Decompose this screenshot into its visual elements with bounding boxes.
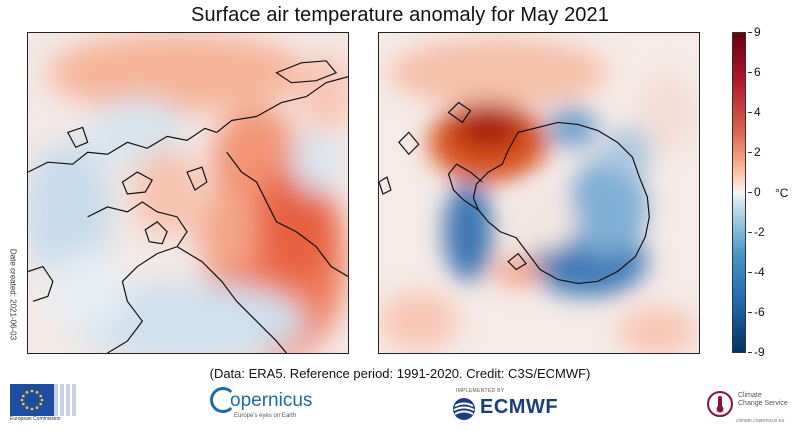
date-created-note: Date created: 2021-06-03: [8, 248, 18, 341]
arctic-anomaly-map: [27, 32, 349, 354]
colorbar-tick: [748, 32, 752, 33]
eu-flag-icon: [10, 384, 54, 416]
copernicus-tagline: Europe's eyes on Earth: [234, 413, 297, 419]
colorbar-tick: [748, 152, 752, 153]
colorbar-tick: [748, 112, 752, 113]
colorbar-tick-label: -9: [754, 345, 765, 359]
colorbar-tick-label: -2: [754, 225, 765, 239]
european-commission-logo: European Commission: [10, 384, 78, 428]
colorbar: [732, 32, 746, 353]
colorbar-tick: [748, 312, 752, 313]
colorbar-tick: [748, 72, 752, 73]
antarctic-anomaly-map: [378, 32, 700, 354]
copernicus-c-icon: [210, 387, 236, 413]
ecmwf-logo: IMPLEMENTED BY ECMWF: [452, 388, 582, 428]
ecmwf-globe-icon: [453, 398, 475, 420]
c3s-logo: Climate Change Service climate.copernicu…: [706, 388, 798, 430]
eu-logo-text: European Commission: [10, 416, 61, 422]
colorbar-tick: [748, 192, 752, 193]
colorbar-tick-label: -6: [754, 305, 765, 319]
colorbar-tick-label: -4: [754, 265, 765, 279]
colorbar-tick-label: 2: [754, 145, 761, 159]
copernicus-name: opernicus: [230, 390, 313, 411]
eu-building-icon: [54, 384, 76, 416]
colorbar-tick-label: 6: [754, 65, 761, 79]
colorbar-tick: [748, 232, 752, 233]
colorbar-tick-label: 4: [754, 105, 761, 119]
data-credit-caption: (Data: ERA5. Reference period: 1991-2020…: [209, 366, 591, 381]
colorbar-unit: °C: [775, 186, 789, 200]
ecmwf-name: ECMWF: [480, 396, 559, 418]
colorbar-tick-label: 9: [754, 25, 761, 39]
thermometer-globe-icon: [707, 391, 733, 417]
colorbar-tick-label: 0: [754, 185, 761, 199]
copernicus-logo: opernicus Europe's eyes on Earth: [210, 387, 320, 427]
ecmwf-implemented-by: IMPLEMENTED BY: [456, 388, 505, 394]
c3s-name: Climate Change Service: [738, 392, 788, 407]
chart-title: Surface air temperature anomaly for May …: [191, 4, 609, 26]
colorbar-tick: [748, 352, 752, 353]
colorbar-tick: [748, 272, 752, 273]
c3s-url: climate.copernicus.eu: [736, 418, 785, 424]
